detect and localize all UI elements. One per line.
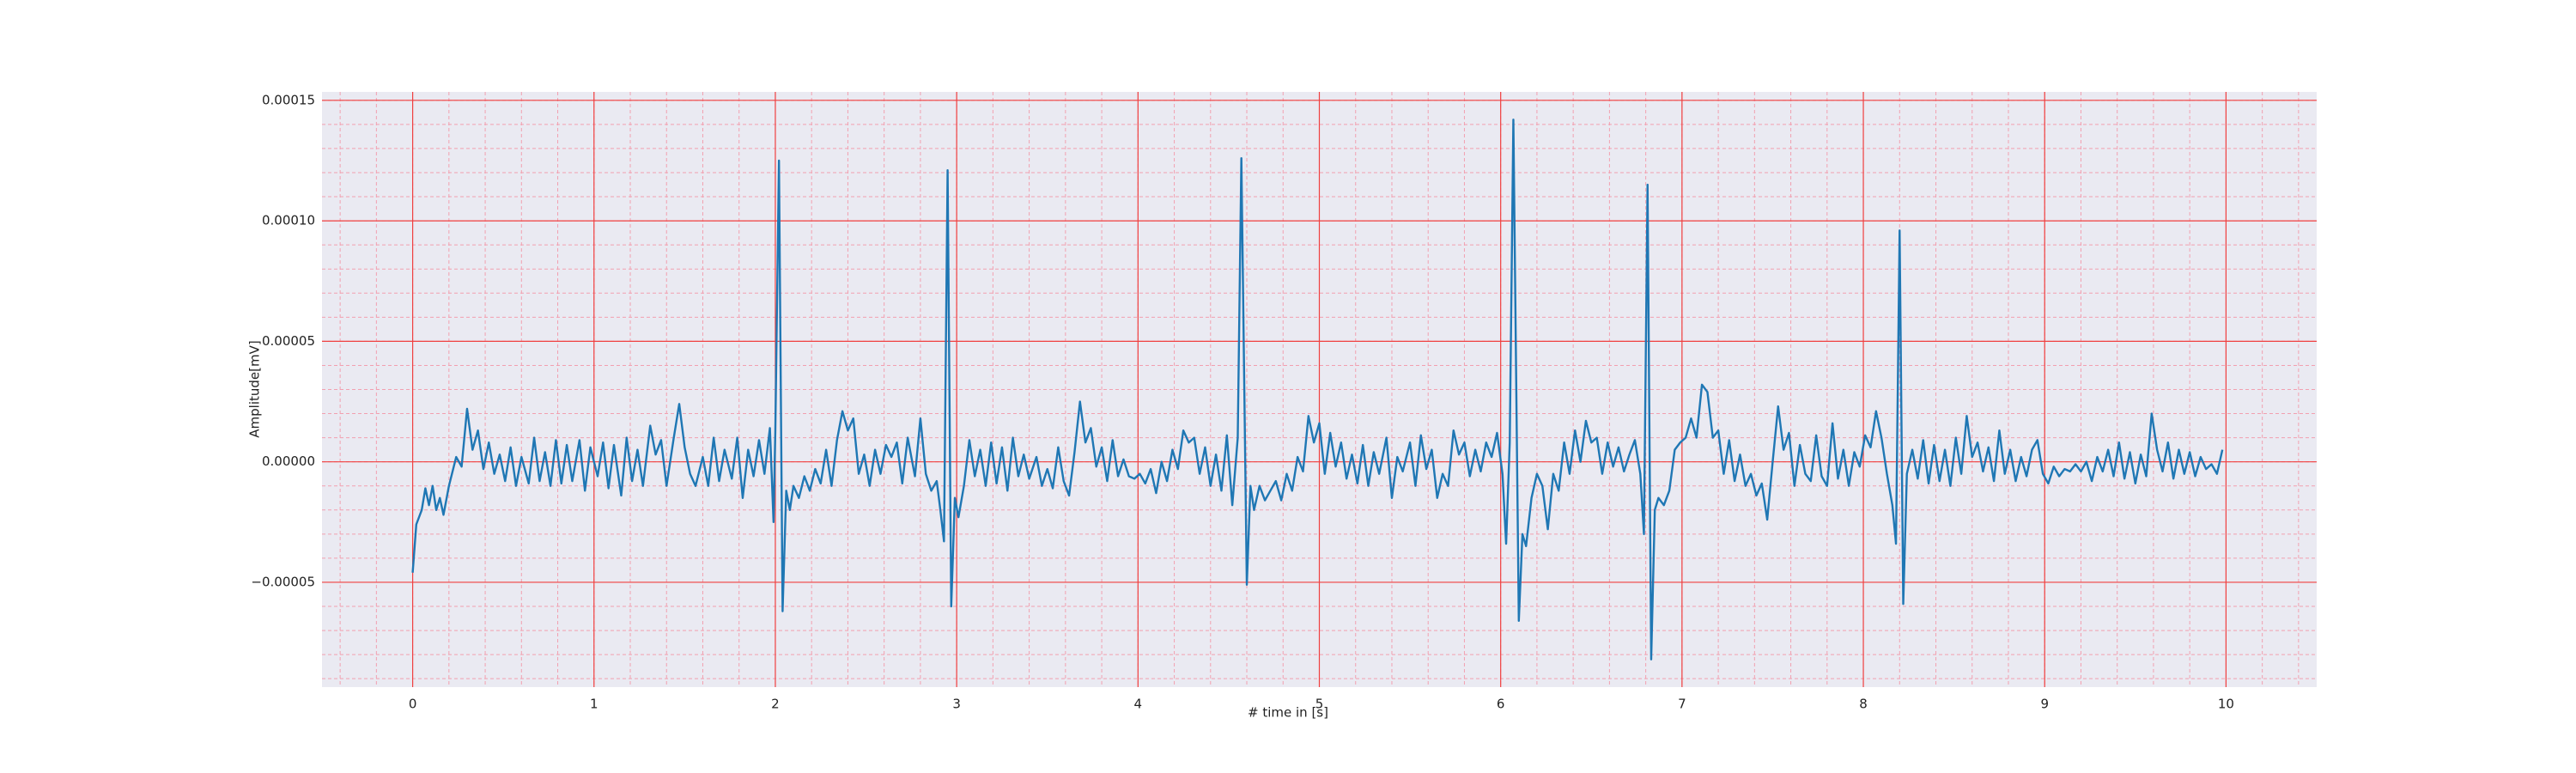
y-tick-label: 0.00005 <box>262 333 315 349</box>
y-axis-label: Amplitude[mV] <box>247 340 263 437</box>
x-tick-label: 6 <box>1497 697 1505 712</box>
x-tick-label: 9 <box>2040 697 2049 712</box>
x-tick-label: 5 <box>1315 697 1324 712</box>
y-tick-label: 0.00000 <box>262 453 315 469</box>
x-tick-label: 3 <box>952 697 961 712</box>
signal-line <box>411 119 2224 660</box>
x-tick-label: 7 <box>1678 697 1686 712</box>
x-tick-label: 4 <box>1134 697 1143 712</box>
x-axis-label: # time in [s] <box>1248 705 1328 721</box>
x-tick-label: 2 <box>771 697 780 712</box>
y-tick-label: 0.00010 <box>262 213 315 228</box>
x-tick-label: 1 <box>590 697 598 712</box>
x-tick-label: 10 <box>2218 697 2234 712</box>
x-tick-label: 0 <box>409 697 417 712</box>
y-tick-label: −0.00005 <box>251 574 315 589</box>
y-tick-label: 0.00015 <box>262 92 315 107</box>
x-tick-label: 8 <box>1859 697 1868 712</box>
